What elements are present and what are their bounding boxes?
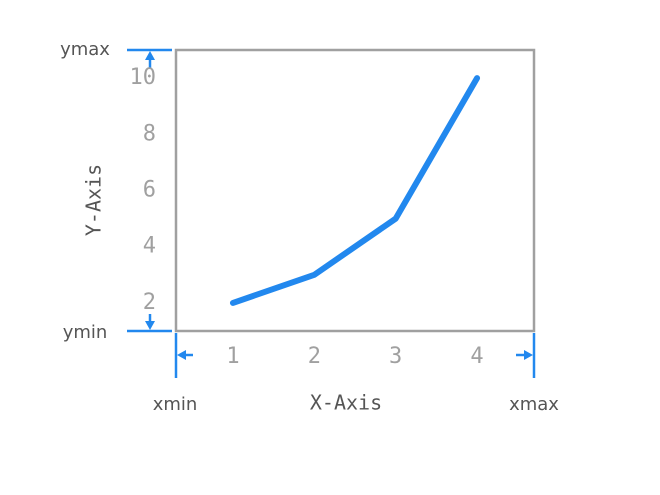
ymax-label: ymax: [60, 39, 110, 60]
data-line: [229, 75, 481, 306]
xmin-label: xmin: [153, 394, 198, 415]
x-tick-label: 3: [389, 344, 402, 369]
y-tick-label: 8: [143, 121, 156, 146]
plot-frame: [174, 48, 536, 333]
x-tick-label: 1: [226, 344, 239, 369]
ymin-label: ymin: [63, 322, 108, 343]
y-tick-label: 6: [143, 178, 156, 203]
y-tick-label: 10: [130, 65, 157, 90]
y-tick-label: 2: [143, 290, 156, 315]
limit-markers: [127, 48, 536, 378]
y-tick-label: 4: [143, 234, 156, 259]
y-axis-label: Y-Axis: [82, 164, 106, 236]
x-axis-label: X-Axis: [310, 391, 382, 415]
x-tick-label: 4: [470, 344, 483, 369]
x-tick-label: 2: [308, 344, 321, 369]
xmax-label: xmax: [509, 394, 559, 415]
